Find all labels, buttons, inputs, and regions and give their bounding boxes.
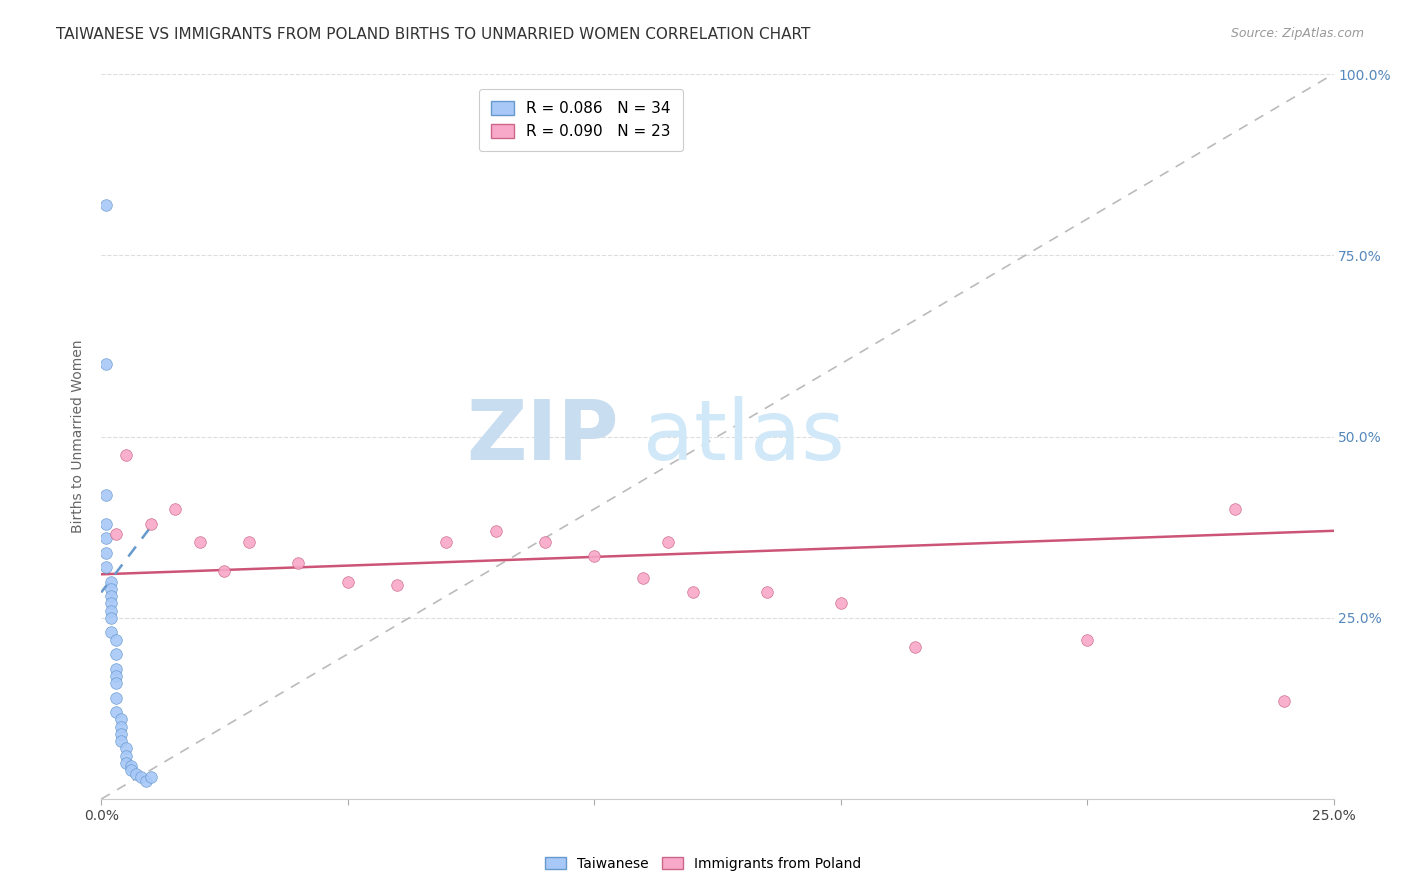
Point <box>115 741 138 756</box>
Point <box>105 647 128 661</box>
Point <box>115 756 138 770</box>
Point <box>105 669 128 683</box>
Point <box>94 516 117 531</box>
Point <box>583 549 606 564</box>
Point <box>434 534 457 549</box>
Point <box>100 596 122 610</box>
Point <box>105 690 128 705</box>
Point <box>110 734 132 748</box>
Point <box>94 357 117 371</box>
Point <box>1076 632 1098 647</box>
Point <box>125 766 148 780</box>
Point <box>534 534 557 549</box>
Point <box>165 502 187 516</box>
Point <box>633 571 655 585</box>
Legend: Taiwanese, Immigrants from Poland: Taiwanese, Immigrants from Poland <box>538 851 868 876</box>
Text: TAIWANESE VS IMMIGRANTS FROM POLAND BIRTHS TO UNMARRIED WOMEN CORRELATION CHART: TAIWANESE VS IMMIGRANTS FROM POLAND BIRT… <box>56 27 811 42</box>
Point <box>336 574 359 589</box>
Point <box>657 534 679 549</box>
Point <box>129 770 152 784</box>
Point <box>135 773 157 788</box>
Point <box>755 585 778 599</box>
Y-axis label: Births to Unmarried Women: Births to Unmarried Women <box>72 340 86 533</box>
Point <box>287 557 309 571</box>
Text: atlas: atlas <box>644 396 845 477</box>
Point <box>1272 694 1295 708</box>
Point <box>115 748 138 763</box>
Point <box>120 763 142 777</box>
Point <box>105 705 128 719</box>
Text: Source: ZipAtlas.com: Source: ZipAtlas.com <box>1230 27 1364 40</box>
Point <box>100 574 122 589</box>
Point <box>903 640 925 654</box>
Point <box>105 632 128 647</box>
Point <box>188 534 211 549</box>
Point <box>115 448 138 462</box>
Point <box>94 560 117 574</box>
Point <box>94 545 117 559</box>
Point <box>1223 502 1246 516</box>
Legend: R = 0.086   N = 34, R = 0.090   N = 23: R = 0.086 N = 34, R = 0.090 N = 23 <box>478 89 683 151</box>
Point <box>484 524 506 538</box>
Point <box>110 727 132 741</box>
Point <box>139 516 162 531</box>
Point <box>100 589 122 603</box>
Point <box>238 534 260 549</box>
Point <box>682 585 704 599</box>
Point <box>94 531 117 545</box>
Point <box>139 770 162 784</box>
Point <box>110 712 132 726</box>
Text: ZIP: ZIP <box>467 396 619 477</box>
Point <box>105 662 128 676</box>
Point <box>100 625 122 640</box>
Point <box>830 596 852 610</box>
Point <box>100 603 122 617</box>
Point <box>100 611 122 625</box>
Point <box>385 578 408 592</box>
Point <box>94 197 117 211</box>
Point <box>105 527 128 541</box>
Point <box>94 487 117 501</box>
Point <box>120 759 142 773</box>
Point <box>100 582 122 596</box>
Point <box>105 676 128 690</box>
Point <box>214 564 236 578</box>
Point <box>110 720 132 734</box>
